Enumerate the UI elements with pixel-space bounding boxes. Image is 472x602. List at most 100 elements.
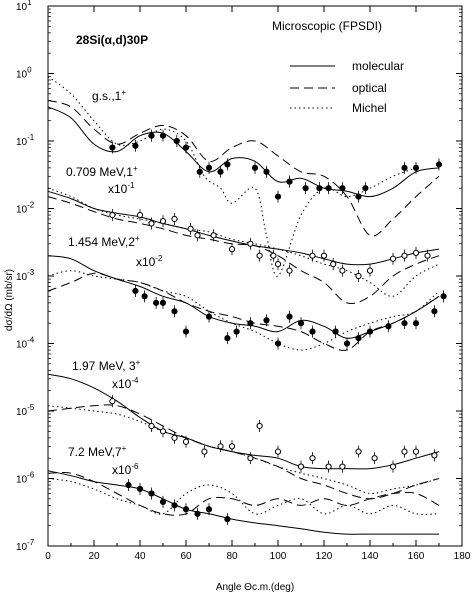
data-point [309,252,316,259]
data-point [325,463,332,470]
data-point [173,137,180,145]
data-point [182,438,190,445]
y-tick-label: 100 [16,66,32,81]
data-point [401,252,408,259]
data-point [274,340,282,347]
y-tick-label: 10-5 [16,403,35,418]
data-point [159,299,167,306]
data-point [297,463,305,470]
theory-curves [47,76,440,535]
data-point [401,320,408,327]
data-point [201,448,208,455]
curve-molecular-state-0 [47,106,440,198]
data-point [320,252,328,259]
data-point [153,299,160,306]
chart-subtitle: Microscopic (FPSDI) [272,19,382,33]
curve-michel-state-3 [47,405,440,495]
data-point [401,448,408,455]
data-point [109,398,116,405]
legend-label: molecular [352,59,404,73]
curve-optical-state-1 [47,196,440,304]
data-point [205,506,213,513]
data-point [159,498,167,506]
state-label: 7.2 MeV,7+ [68,444,127,459]
curve-molecular-state-1 [47,190,440,266]
y-tick-label: 101 [16,0,32,13]
chart-title: 28Si(α,d)30P [76,33,148,47]
data-point [148,220,155,227]
data-point [316,185,323,192]
data-point [263,168,270,175]
curve-optical-state-4 [47,472,440,516]
data-point [309,328,316,335]
data-point [339,463,346,470]
data-point [385,323,392,330]
data-point [182,144,190,151]
data-point [210,232,217,239]
state-scale: x10-2 [136,254,163,269]
curve-michel-state-0 [47,76,417,277]
y-tick-label: 10-4 [16,336,35,351]
data-point [182,328,190,335]
data-point [431,308,438,315]
data-point [330,261,337,268]
data-point [187,225,194,232]
data-point [159,132,167,139]
data-point [412,320,420,327]
data-point [302,185,309,192]
x-tick-label: 80 [226,551,238,562]
data-point [136,485,144,493]
y-tick-label: 10-1 [16,133,35,148]
data-point [141,293,148,300]
data-point [228,443,236,450]
data-point [125,481,132,489]
data-point [224,516,231,523]
x-tick-label: 40 [134,551,146,562]
data-point [343,340,351,347]
data-point [286,178,293,185]
curve-optical-state-2 [47,272,440,351]
x-tick-label: 100 [270,551,287,562]
data-point [412,249,420,256]
x-tick-label: 20 [88,551,100,562]
data-point [424,252,431,259]
data-point [332,328,339,335]
x-tick-label: 140 [362,551,379,562]
data-point [109,211,116,219]
data-point [435,161,443,168]
legend: molecular optical Michel [290,59,404,115]
data-point [355,193,362,200]
data-point [270,252,277,259]
curve-michel-state-4 [47,478,440,515]
state-scale: x10-6 [112,462,139,477]
annotations: g.s.,1+ 0.709 MeV,1+ x10-1 1.454 MeV,2+ x10-… [66,88,163,477]
y-tick-label: 10-7 [16,538,35,553]
data-point [247,240,254,247]
data-point [136,211,144,219]
data-points [109,129,447,526]
state-scale: x10-1 [108,181,135,196]
state-label: g.s.,1+ [92,88,126,103]
data-point [247,320,254,327]
data-point [389,255,397,262]
data-point [132,287,139,295]
data-point [440,293,447,300]
data-point [366,267,374,274]
data-point [132,142,139,149]
data-point [325,185,332,192]
data-point [205,313,213,320]
y-tick-label: 10-6 [16,471,35,486]
data-point [362,185,369,192]
data-point [233,328,240,335]
legend-label: Michel [352,101,387,115]
data-point [194,510,201,517]
data-point [159,218,167,225]
data-point [194,232,201,239]
data-point [297,320,305,327]
data-point [263,317,270,324]
data-point [256,252,263,259]
data-point [171,502,178,509]
data-point [274,193,282,200]
data-point [274,261,282,268]
